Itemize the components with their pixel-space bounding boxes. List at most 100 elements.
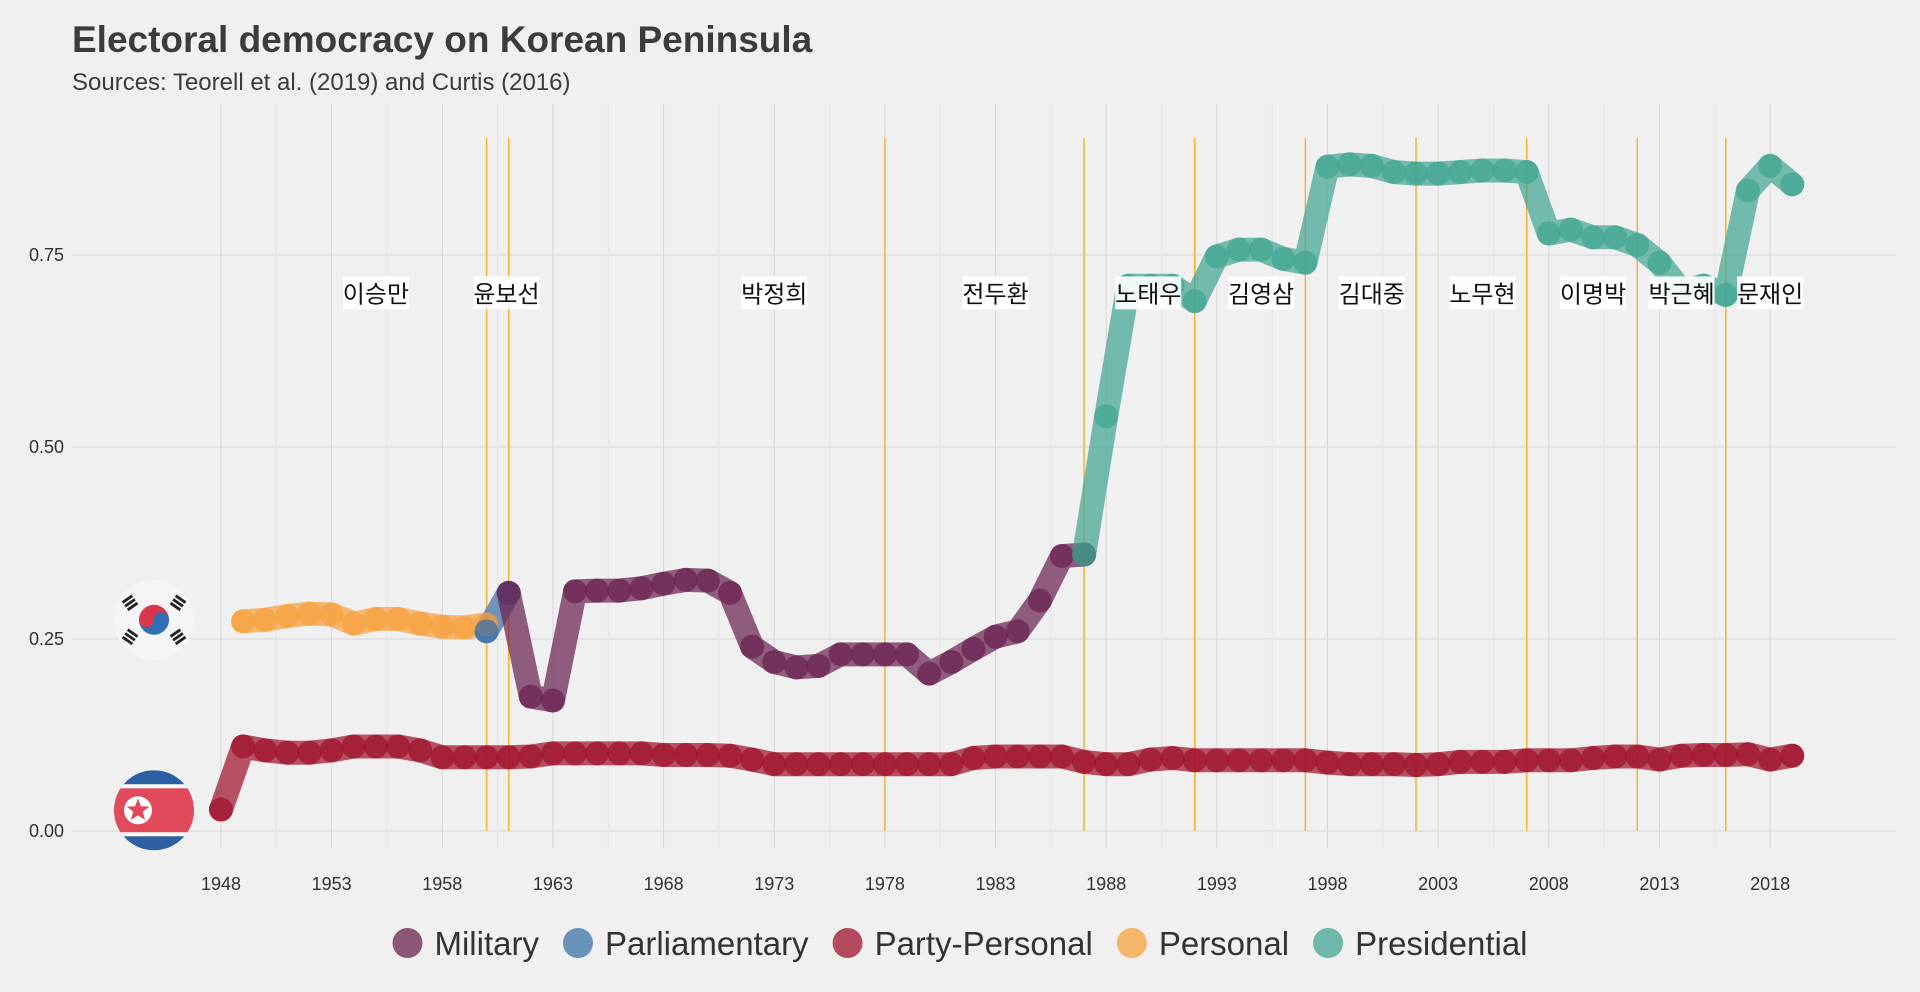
trigram-bar — [169, 628, 182, 638]
south-korea-military-point — [1049, 544, 1074, 569]
leader-label: 문재인 — [1737, 280, 1803, 308]
north-korea-flag-field — [114, 770, 194, 851]
leader-label: 박근혜 — [1648, 280, 1714, 308]
south-korea-military-point — [828, 642, 853, 667]
x-tick-label: 1953 — [312, 874, 352, 894]
x-tick-label: 1963 — [533, 874, 573, 894]
north-korea-party-personal-point — [1116, 752, 1141, 777]
south-korea-personal-point — [408, 611, 433, 636]
north-korea-party-personal-point — [1514, 748, 1539, 773]
north-korea-party-personal-point — [961, 746, 986, 771]
north-korea-party-personal-point — [850, 752, 875, 777]
south-korea-military-point — [1027, 588, 1052, 613]
north-korea-party-personal-point — [275, 740, 300, 765]
south-korea-military-point — [695, 568, 720, 593]
north-korea-party-personal-point — [1492, 749, 1517, 774]
south-korea-military-point — [1005, 619, 1030, 644]
south-korea-military-point — [540, 688, 565, 713]
north-korea-party-personal-point — [1072, 749, 1097, 774]
north-korea-party-personal-point — [1226, 748, 1251, 773]
leader-label: 이명박 — [1560, 280, 1626, 308]
north-korea-party-personal-point — [762, 752, 787, 777]
x-tick-label: 1968 — [644, 874, 684, 894]
south-korea-presidential-point — [1426, 161, 1451, 186]
north-korea-party-personal-point — [917, 752, 942, 777]
leader-label: 이승만 — [343, 280, 409, 308]
north-korea-party-personal-point — [1536, 748, 1561, 773]
south-korea-military-point — [607, 578, 632, 603]
north-korea-party-personal-point — [1049, 744, 1074, 769]
south-korea-presidential-point — [1735, 178, 1760, 203]
y-axis: 0.00 0.25 0.50 0.75 — [29, 245, 64, 841]
north-korea-party-personal-point — [939, 752, 964, 777]
north-korea-party-personal-point — [1735, 742, 1760, 767]
chart-subtitle: Sources: Teorell et al. (2019) and Curti… — [72, 69, 570, 96]
leader-label: 노태우 — [1115, 280, 1181, 308]
north-korea-party-personal-point — [828, 752, 853, 777]
north-korea-party-personal-point — [386, 734, 411, 759]
south-korea-military-point — [784, 655, 809, 680]
south-korea-presidential-point — [1558, 217, 1583, 242]
south-korea-military-point — [983, 624, 1008, 649]
country-flags — [114, 579, 194, 851]
y-tick-label: 0.00 — [29, 821, 64, 841]
south-korea-presidential-point — [1204, 244, 1229, 269]
south-korea-personal-point — [430, 614, 455, 639]
leader-label: 윤보선 — [473, 280, 539, 308]
legend-label-party-personal: Party-Personal — [875, 925, 1093, 962]
south-korea-military-point — [585, 578, 610, 603]
south-korea-personal-point — [231, 609, 256, 634]
south-korea-presidential-point — [1072, 542, 1097, 567]
legend-label-parliamentary: Parliamentary — [605, 925, 809, 962]
north-korea-party-personal-point — [1625, 744, 1650, 769]
south-korea-military-point — [563, 579, 588, 604]
north-korea-party-personal-point — [518, 744, 543, 769]
south-korea-presidential-point — [1713, 282, 1738, 307]
south-korea-presidential-point — [1359, 153, 1384, 178]
trigram-icon — [121, 628, 139, 646]
north-korea-party-personal-point — [872, 752, 897, 777]
south-korea-military-point — [850, 642, 875, 667]
north-korea-party-personal-point — [784, 752, 809, 777]
south-korea-personal-point — [297, 601, 322, 626]
leader-label-bg — [962, 276, 1029, 310]
north-korea-party-personal-point — [341, 734, 366, 759]
south-korea-presidential-point — [1249, 237, 1274, 262]
north-korea-party-personal-point — [1581, 746, 1606, 771]
north-korea-party-personal-point — [474, 745, 499, 770]
chart-title: Electoral democracy on Korean Peninsula — [72, 19, 813, 60]
north-korea-party-personal-point — [1691, 742, 1716, 767]
north-korea-party-personal-point — [563, 741, 588, 766]
south-korea-presidential-point — [1315, 154, 1340, 179]
north-korea-party-personal-point — [1271, 748, 1296, 773]
north-korea-party-personal-point — [1780, 743, 1805, 768]
south-korea-presidential-point — [1780, 172, 1805, 197]
north-korea-party-personal-point — [629, 741, 654, 766]
north-korea-party-personal-point — [1448, 749, 1473, 774]
north-korea-party-personal-point — [717, 743, 742, 768]
north-korea-party-personal-point — [695, 742, 720, 767]
north-korea-party-personal-point — [1337, 752, 1362, 777]
trigram-icon — [169, 594, 187, 612]
north-korea-party-personal-point — [430, 745, 455, 770]
taegeuk-red-swirl-icon — [139, 612, 154, 628]
south-korea-personal-point — [275, 603, 300, 628]
leader-label-bg — [473, 276, 540, 310]
leader-label-bg — [1560, 276, 1627, 310]
trigram-bar — [121, 635, 134, 646]
y-tick-label: 0.50 — [29, 437, 64, 457]
legend-swatch-presidential — [1313, 928, 1344, 958]
leader-label: 박정희 — [741, 280, 807, 308]
leader-label: 노무현 — [1449, 280, 1515, 308]
x-tick-label: 1983 — [976, 874, 1016, 894]
leader-label-bg — [741, 276, 808, 310]
trigram-bar — [172, 598, 184, 608]
legend-label-personal: Personal — [1159, 925, 1289, 962]
north-korea-party-personal-point — [1426, 752, 1451, 777]
south-korea-military-point — [872, 642, 897, 667]
leader-label: 김대중 — [1339, 280, 1405, 308]
y-tick-label: 0.75 — [29, 245, 64, 265]
x-tick-label: 1998 — [1307, 874, 1347, 894]
north-korea-party-personal-point — [1603, 744, 1628, 769]
south-korea-presidential-point — [1514, 160, 1539, 185]
